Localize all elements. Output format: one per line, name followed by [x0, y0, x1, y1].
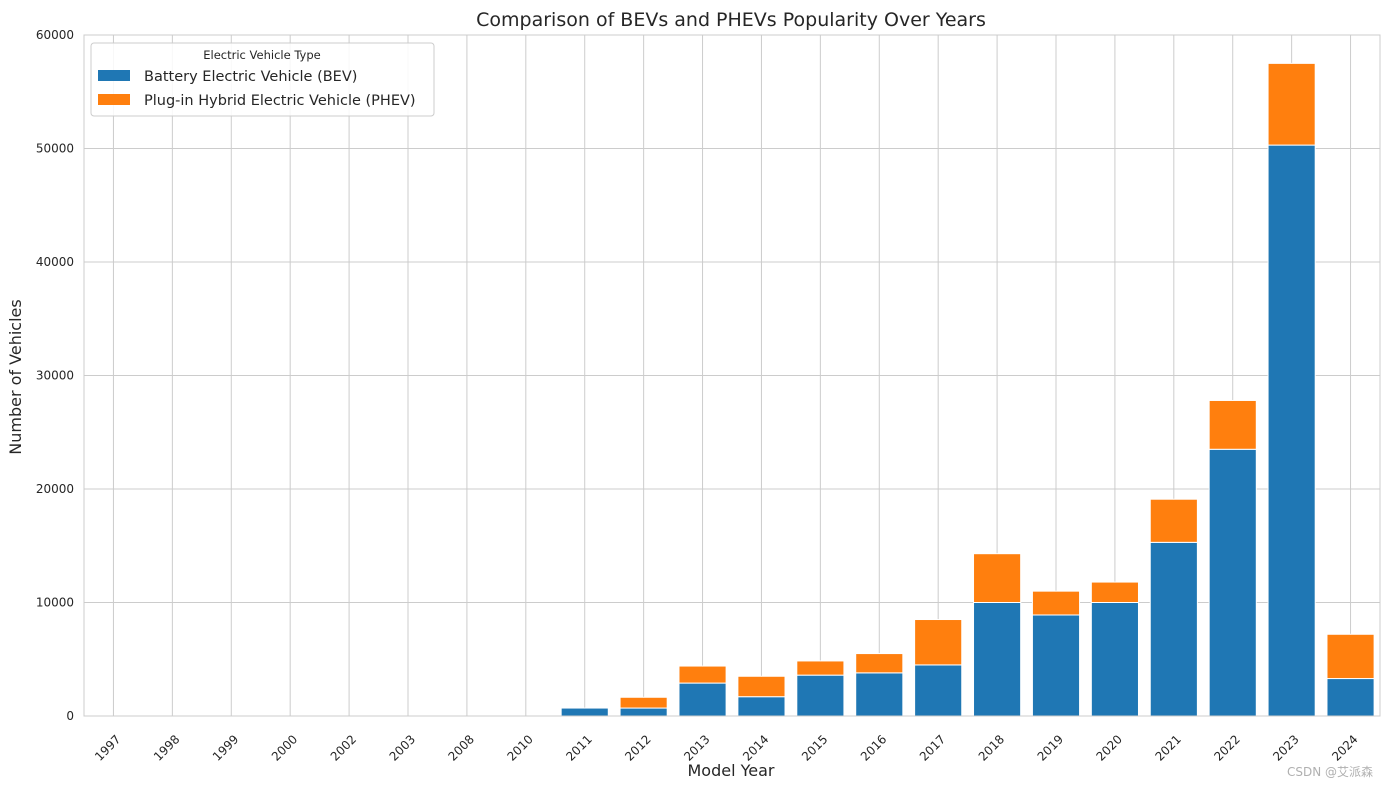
x-tick-label: 2020 — [1094, 732, 1125, 763]
y-tick-label: 10000 — [36, 596, 74, 610]
x-tick-label: 2018 — [976, 732, 1007, 763]
legend-title: Electric Vehicle Type — [203, 48, 320, 62]
bars — [560, 62, 1375, 717]
phev-bar-2018 — [973, 553, 1022, 604]
bev-bar-2013 — [678, 682, 727, 717]
phev-bar-2013 — [678, 665, 727, 684]
phev-bar-2024 — [1326, 633, 1375, 680]
legend-label-phev: Plug-in Hybrid Electric Vehicle (PHEV) — [144, 93, 416, 109]
x-tick-label: 2023 — [1270, 732, 1301, 763]
x-tick-label: 2002 — [328, 732, 359, 763]
legend-label-bev: Battery Electric Vehicle (BEV) — [144, 69, 357, 85]
bev-bar-2017 — [914, 664, 963, 717]
x-tick-label: 1997 — [92, 732, 123, 763]
phev-bar-2020 — [1090, 581, 1139, 604]
bev-bar-2020 — [1090, 602, 1139, 717]
y-tick-label: 0 — [66, 709, 74, 723]
x-tick-label: 1998 — [151, 732, 182, 763]
x-tick-label: 2010 — [504, 732, 535, 763]
x-tick-label: 2015 — [799, 732, 830, 763]
x-tick-label: 2008 — [446, 732, 477, 763]
plot-frame — [83, 34, 1381, 717]
bev-bar-2014 — [737, 696, 786, 717]
x-tick-label: 1999 — [210, 732, 241, 763]
phev-bar-2016 — [855, 653, 904, 674]
bev-bar-2011 — [560, 707, 609, 717]
bev-bar-2019 — [1031, 614, 1081, 717]
x-tick-label: 2003 — [387, 732, 418, 763]
x-tick-label: 2022 — [1211, 732, 1242, 763]
phev-bar-2021 — [1149, 498, 1198, 543]
x-axis-label: Model Year — [688, 761, 775, 780]
phev-bar-2017 — [914, 619, 963, 666]
y-axis-label: Number of Vehicles — [6, 299, 25, 454]
x-tick-label: 2000 — [269, 732, 300, 763]
y-tick-label: 60000 — [36, 28, 74, 42]
bev-bar-2016 — [855, 672, 904, 717]
bev-bar-2018 — [973, 602, 1022, 717]
x-tick-label: 2017 — [917, 732, 948, 763]
x-tick-label: 2012 — [622, 732, 653, 763]
legend-swatch-phev — [98, 94, 130, 105]
x-tick-label: 2024 — [1329, 732, 1360, 763]
bev-bar-2021 — [1149, 541, 1198, 717]
bev-bar-2023 — [1267, 144, 1316, 717]
phev-bar-2023 — [1267, 62, 1316, 146]
watermark: CSDN @艾派森 — [1286, 765, 1373, 779]
y-tick-label: 20000 — [36, 482, 74, 496]
x-tick-label: 2019 — [1035, 732, 1066, 763]
legend-swatch-bev — [98, 70, 130, 81]
bev-bar-2015 — [796, 674, 845, 717]
x-tick-label: 2016 — [858, 732, 889, 763]
legend: Electric Vehicle Type Battery Electric V… — [90, 42, 435, 117]
bev-bar-2024 — [1326, 678, 1375, 717]
x-tick-label: 2014 — [740, 732, 771, 763]
bev-bar-2012 — [619, 707, 668, 717]
legend-box — [90, 42, 435, 117]
x-tick-label: 2013 — [681, 732, 712, 763]
phev-bar-2015 — [796, 660, 845, 676]
x-tick-label: 2021 — [1152, 732, 1183, 763]
y-tick-label: 50000 — [36, 142, 74, 156]
bev-bar-2022 — [1208, 448, 1257, 717]
phev-bar-2014 — [737, 675, 786, 698]
x-tick-label: 2011 — [563, 732, 594, 763]
y-tick-label: 40000 — [36, 255, 74, 269]
phev-bar-2022 — [1208, 399, 1257, 450]
x-axis-ticks: 1997 1998 1999 2000 2002 2003 2008 2010 2011 2012… — [92, 732, 1361, 763]
phev-bar-2019 — [1031, 590, 1081, 616]
y-tick-label: 30000 — [36, 369, 74, 383]
phev-bar-2012 — [619, 696, 668, 709]
chart-title: Comparison of BEVs and PHEVs Popularity … — [476, 9, 986, 31]
y-axis-ticks: 0 10000 20000 30000 40000 50000 60000 — [36, 28, 74, 723]
